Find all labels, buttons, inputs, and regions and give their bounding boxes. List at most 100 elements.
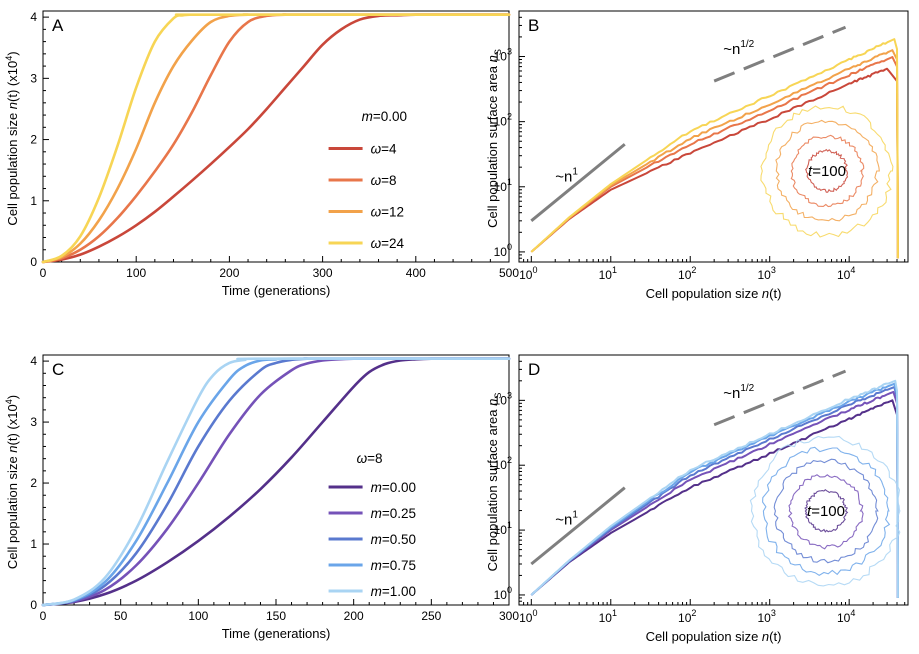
legend-entry-value: =0.75 bbox=[382, 558, 416, 573]
guide-line-slope-half bbox=[713, 25, 847, 83]
x-tick-label: 300 bbox=[499, 609, 519, 623]
series-line-ω=4 bbox=[530, 67, 899, 259]
y-axis-label-subscript: S bbox=[493, 393, 503, 399]
annotation-slope-1-exp: 1 bbox=[572, 510, 578, 521]
legend-entry-value: =0.00 bbox=[382, 480, 416, 495]
legend-entry-value: =0.50 bbox=[382, 532, 416, 547]
y-tick-exponent: 2 bbox=[507, 455, 512, 465]
inset-time-value: =100 bbox=[812, 163, 846, 180]
annotation-slope-1: ~n1 bbox=[555, 166, 578, 185]
series-line-m=0.75 bbox=[530, 382, 899, 598]
annotation-slope-half-text: ~n bbox=[723, 41, 740, 58]
y-tick-label: 101 bbox=[494, 520, 512, 537]
colony-contour bbox=[760, 105, 894, 238]
x-tick-base: 10 bbox=[599, 268, 613, 282]
colony-contour bbox=[749, 435, 901, 587]
y-tick-label: 103 bbox=[494, 390, 512, 407]
guide-line-slope-half bbox=[713, 369, 847, 427]
y-axis-label: Cell population size n(t) (x104) bbox=[4, 51, 20, 225]
x-tick-exponent: 1 bbox=[612, 265, 617, 275]
y-tick-exponent: 0 bbox=[507, 585, 512, 595]
colony-contour bbox=[773, 458, 879, 564]
y-tick-label: 102 bbox=[494, 112, 512, 129]
y-tick-label: 100 bbox=[494, 242, 512, 259]
x-tick-label: 100 bbox=[126, 266, 146, 280]
panel-label-D: D bbox=[528, 360, 540, 379]
x-tick-exponent: 1 bbox=[612, 608, 617, 618]
y-axis-label-exponent: 4 bbox=[4, 399, 14, 404]
legend-entry-value: =24 bbox=[381, 236, 404, 251]
x-axis-label-tail: (t) bbox=[769, 629, 781, 644]
y-axis-label-close: ) bbox=[5, 51, 20, 55]
y-tick-label: 2 bbox=[30, 133, 37, 147]
x-tick-exponent: 2 bbox=[691, 265, 696, 275]
y-axis-label-var: n bbox=[485, 55, 500, 62]
y-tick-label: 3 bbox=[30, 71, 37, 85]
legend-entry-value: =8 bbox=[381, 173, 396, 188]
y-tick-exponent: 3 bbox=[507, 47, 512, 57]
x-tick-base: 10 bbox=[678, 268, 692, 282]
colony-contour bbox=[787, 474, 864, 550]
x-tick-label: 102 bbox=[678, 608, 696, 625]
annotation-slope-1: ~n1 bbox=[555, 510, 578, 529]
y-tick-exponent: 2 bbox=[507, 112, 512, 122]
y-tick-label: 0 bbox=[30, 598, 37, 612]
legend-entry: m=0.00 bbox=[371, 480, 416, 495]
y-tick-base: 10 bbox=[494, 458, 508, 472]
legend-entry: ω=4 bbox=[371, 142, 397, 157]
y-axis-label: Cell population size n(t) (x104) bbox=[4, 395, 20, 569]
y-axis-label-close: ) bbox=[5, 395, 20, 399]
x-tick-exponent: 3 bbox=[771, 608, 776, 618]
y-tick-exponent: 1 bbox=[507, 177, 512, 187]
y-axis-label-tail: (t) (x10 bbox=[5, 404, 20, 445]
y-tick-base: 10 bbox=[494, 245, 508, 259]
y-tick-label: 100 bbox=[494, 585, 512, 602]
legend-entry-var: m bbox=[371, 480, 382, 495]
legend-entry-var: m bbox=[371, 506, 382, 521]
legend-entry-var: ω bbox=[371, 142, 382, 157]
legend-entry-var: m bbox=[371, 532, 382, 547]
annotation-slope-1-text: ~n bbox=[555, 512, 572, 529]
y-axis-label-main: Cell population size bbox=[5, 453, 20, 569]
annotation-slope-1-exp: 1 bbox=[572, 166, 578, 177]
y-axis-label-var: n bbox=[5, 102, 20, 109]
x-tick-base: 10 bbox=[837, 268, 851, 282]
x-tick-label: 0 bbox=[40, 266, 47, 280]
legend-entry: ω=12 bbox=[371, 205, 404, 220]
y-axis-label: Cell population surface area nS bbox=[485, 393, 503, 572]
legend-title: m=0.00 bbox=[362, 109, 407, 124]
x-tick-exponent: 0 bbox=[532, 265, 537, 275]
x-tick-label: 104 bbox=[837, 608, 855, 625]
x-tick-exponent: 2 bbox=[691, 608, 696, 618]
colony-contour bbox=[775, 119, 880, 222]
x-tick-base: 10 bbox=[599, 611, 613, 625]
y-tick-base: 10 bbox=[494, 588, 508, 602]
x-tick-base: 10 bbox=[519, 268, 533, 282]
x-tick-base: 10 bbox=[678, 611, 692, 625]
legend-entry: m=0.50 bbox=[371, 532, 416, 547]
y-tick-label: 1 bbox=[30, 537, 37, 551]
legend-entry: m=0.25 bbox=[371, 506, 416, 521]
x-tick-label: 300 bbox=[313, 266, 333, 280]
panel-label-C: C bbox=[52, 360, 64, 379]
x-tick-label: 200 bbox=[344, 609, 364, 623]
y-tick-base: 10 bbox=[494, 523, 508, 537]
legend-entry-var: ω bbox=[371, 236, 382, 251]
colony-contour bbox=[762, 446, 891, 576]
y-tick-label: 4 bbox=[30, 10, 37, 24]
x-tick-label: 150 bbox=[266, 609, 286, 623]
series-line-ω=12 bbox=[41, 13, 511, 264]
x-axis-label-var: n bbox=[762, 629, 769, 644]
legend-entry: ω=8 bbox=[371, 173, 397, 188]
y-tick-label: 102 bbox=[494, 455, 512, 472]
x-tick-label: 104 bbox=[837, 265, 855, 282]
legend-entry: m=0.75 bbox=[371, 558, 416, 573]
legend-entry-value: =12 bbox=[381, 205, 404, 220]
legend-entry-value: =4 bbox=[381, 142, 397, 157]
legend-entry-var: ω bbox=[371, 173, 382, 188]
y-tick-base: 10 bbox=[494, 115, 508, 129]
